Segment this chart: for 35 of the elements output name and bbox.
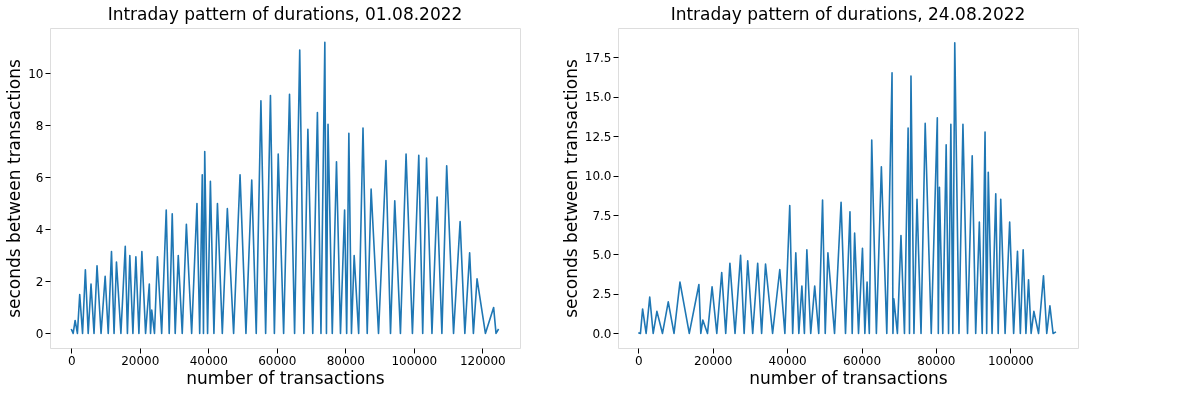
y-tick-label: 0.0 (592, 326, 612, 341)
line-series (70, 41, 500, 335)
line-series (637, 42, 1057, 335)
y-tick-label: 10.0 (584, 169, 612, 184)
y-tick-label: 2.5 (592, 287, 612, 302)
x-axis-title: number of transactions (186, 367, 385, 388)
y-tick-label: 0 (35, 326, 44, 341)
y-axis-title: seconds between transactions (560, 59, 581, 318)
x-tick-label: 80000 (917, 353, 956, 368)
x-tick-label: 100000 (987, 353, 1034, 368)
y-tick-label: 10 (28, 66, 44, 81)
y-tick-label: 17.5 (584, 50, 612, 65)
x-axis-title: number of transactions (749, 367, 948, 388)
y-tick-label: 12.5 (584, 129, 612, 144)
y-tick-label: 7.5 (592, 208, 612, 223)
x-tick-label: 20000 (121, 353, 160, 368)
y-tick-label: 6 (35, 170, 44, 185)
y-tick-label: 4 (35, 222, 44, 237)
x-tick-label: 0 (634, 353, 643, 368)
x-tick-label: 40000 (189, 353, 228, 368)
x-tick-label: 120000 (459, 353, 506, 368)
y-tick-label: 2 (35, 274, 44, 289)
x-tick-label: 0 (67, 353, 76, 368)
y-tick-label: 15.0 (584, 90, 612, 105)
x-tick-label: 100000 (391, 353, 438, 368)
y-tick-label: 5.0 (592, 248, 612, 262)
y-tick-label: 8 (35, 118, 44, 133)
chart-title: Intraday pattern of durations, 01.08.2022 (107, 4, 463, 24)
x-tick-label: 20000 (694, 353, 733, 368)
x-tick-label: 60000 (258, 353, 297, 368)
x-tick-label: 60000 (842, 353, 882, 368)
y-axis-title: seconds between transactions (4, 59, 25, 318)
x-tick-label: 40000 (768, 353, 807, 368)
chart-title: Intraday pattern of durations, 24.08.2022 (670, 4, 1026, 24)
x-tick-label: 80000 (326, 353, 365, 368)
